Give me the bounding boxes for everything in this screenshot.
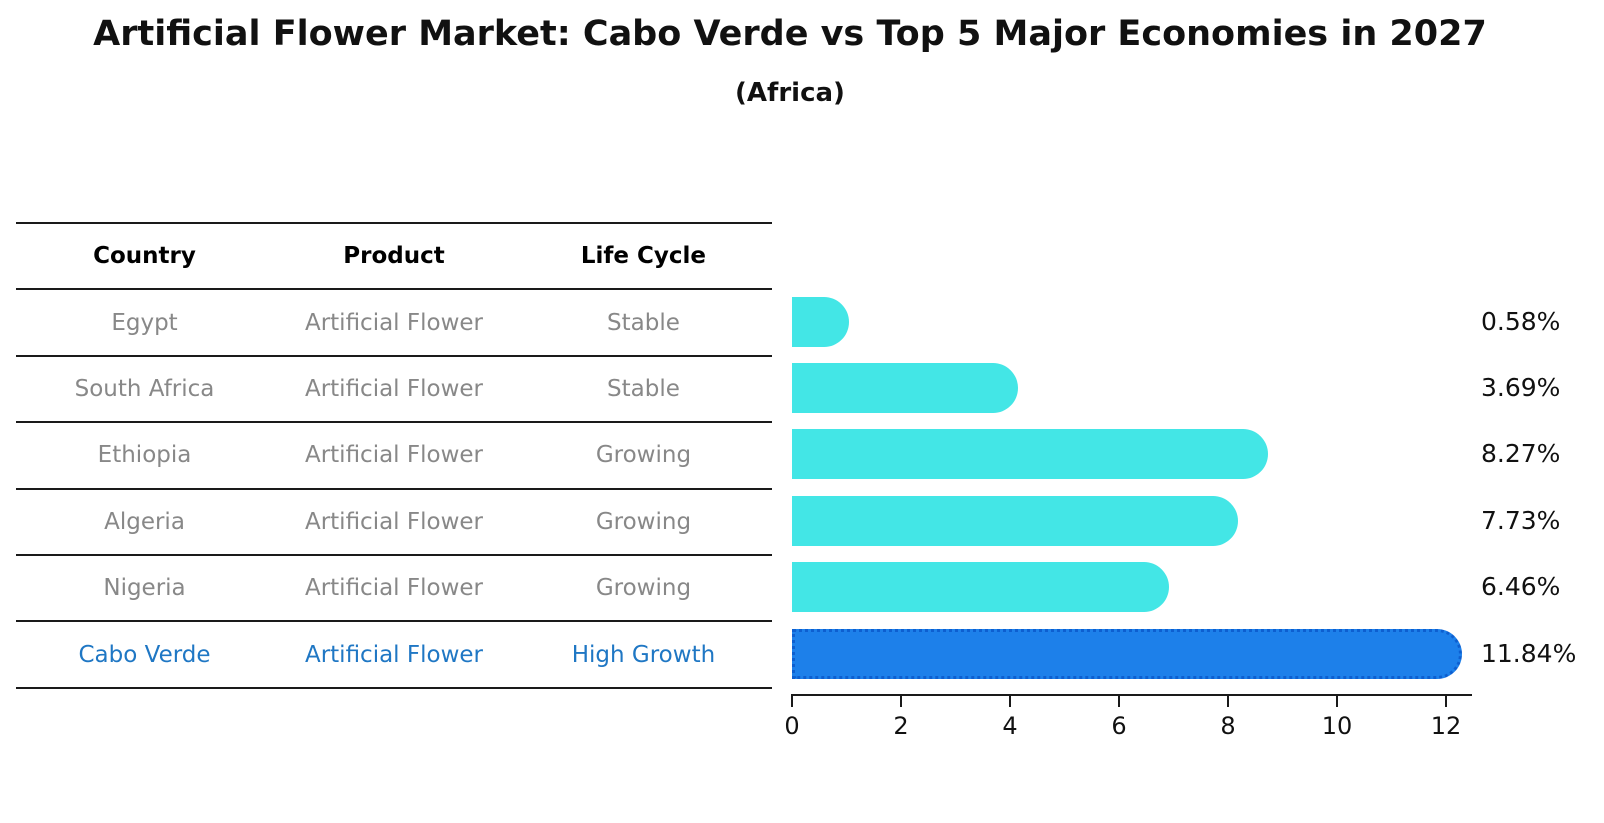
table-cell-product: Artificial Flower <box>304 375 483 402</box>
table-cell-country: Algeria <box>104 508 185 535</box>
column-header-country: Country <box>93 243 196 270</box>
x-tick-label: 10 <box>1321 712 1353 740</box>
table-cell-product: Artificial Flower <box>304 575 483 602</box>
table-cell-country: Cabo Verde <box>78 641 211 668</box>
table-cell-life-cycle: Growing <box>595 442 692 469</box>
bar-value-label: 3.69% <box>1481 373 1561 402</box>
table-cell-country: South Africa <box>74 375 215 402</box>
table-header-row: Country Product Life Cycle <box>16 224 772 291</box>
table-cell-product: Artificial Flower <box>304 508 483 535</box>
table-cell-product: Artificial Flower <box>304 442 483 469</box>
table-cell-country: Ethiopia <box>97 442 192 469</box>
bar-value-label: 11.84% <box>1481 638 1577 668</box>
table-cell-country: Egypt <box>111 309 178 336</box>
bar <box>792 363 1019 413</box>
bar-value-label: 7.73% <box>1481 505 1561 535</box>
x-tick-label: 0 <box>784 712 800 740</box>
table-row: South Africa Artificial Flower Stable <box>16 357 772 424</box>
x-tick <box>1227 694 1229 707</box>
x-tick <box>1009 694 1011 707</box>
highlight-bar <box>792 628 1463 679</box>
bar-value-label: 6.46% <box>1481 572 1561 602</box>
table-cell-life-cycle: Stable <box>607 309 680 336</box>
x-tick-label: 8 <box>1220 712 1236 740</box>
table-cell-life-cycle: Growing <box>595 508 692 535</box>
bar <box>792 495 1239 546</box>
x-tick-label: 2 <box>893 712 909 740</box>
x-tick-label: 12 <box>1430 712 1462 740</box>
bar-value-label: 0.58% <box>1481 306 1561 336</box>
x-tick <box>1445 694 1447 707</box>
table-cell-product: Artificial Flower <box>304 641 483 668</box>
x-tick <box>1118 694 1120 707</box>
bar <box>792 296 849 347</box>
column-header-life-cycle: Life Cycle <box>580 243 707 270</box>
bar <box>792 429 1268 480</box>
table-row: Egypt Artificial Flower Stable <box>16 290 772 357</box>
economies-table: Country Product Life Cycle Egypt Artifici… <box>16 222 772 689</box>
table-body: Egypt Artificial Flower Stable South Africa… <box>16 290 772 689</box>
x-tick <box>791 694 793 707</box>
table-row: Cabo Verde Artificial Flower High Growth <box>16 622 772 689</box>
chart-subtitle: (Africa) <box>735 78 845 108</box>
table-cell-life-cycle: Growing <box>595 575 692 602</box>
x-tick <box>900 694 902 707</box>
chart-title: Artificial Flower Market: Cabo Verde vs … <box>93 14 1487 54</box>
table-row: Algeria Artificial Flower Growing <box>16 490 772 556</box>
table-cell-life-cycle: Stable <box>607 375 680 402</box>
x-tick-label: 4 <box>1002 712 1018 740</box>
x-tick <box>1336 694 1338 707</box>
x-axis-line <box>792 694 1472 696</box>
table-cell-product: Artificial Flower <box>304 309 483 336</box>
table-row: Ethiopia Artificial Flower Growing <box>16 423 772 490</box>
table-row: Nigeria Artificial Flower Growing <box>16 556 772 623</box>
bar-value-label: 8.27% <box>1481 439 1561 469</box>
table-cell-life-cycle: High Growth <box>571 641 716 668</box>
table-cell-country: Nigeria <box>103 575 186 602</box>
column-header-product: Product <box>343 243 445 270</box>
bar <box>792 562 1170 613</box>
x-tick-label: 6 <box>1111 712 1127 740</box>
